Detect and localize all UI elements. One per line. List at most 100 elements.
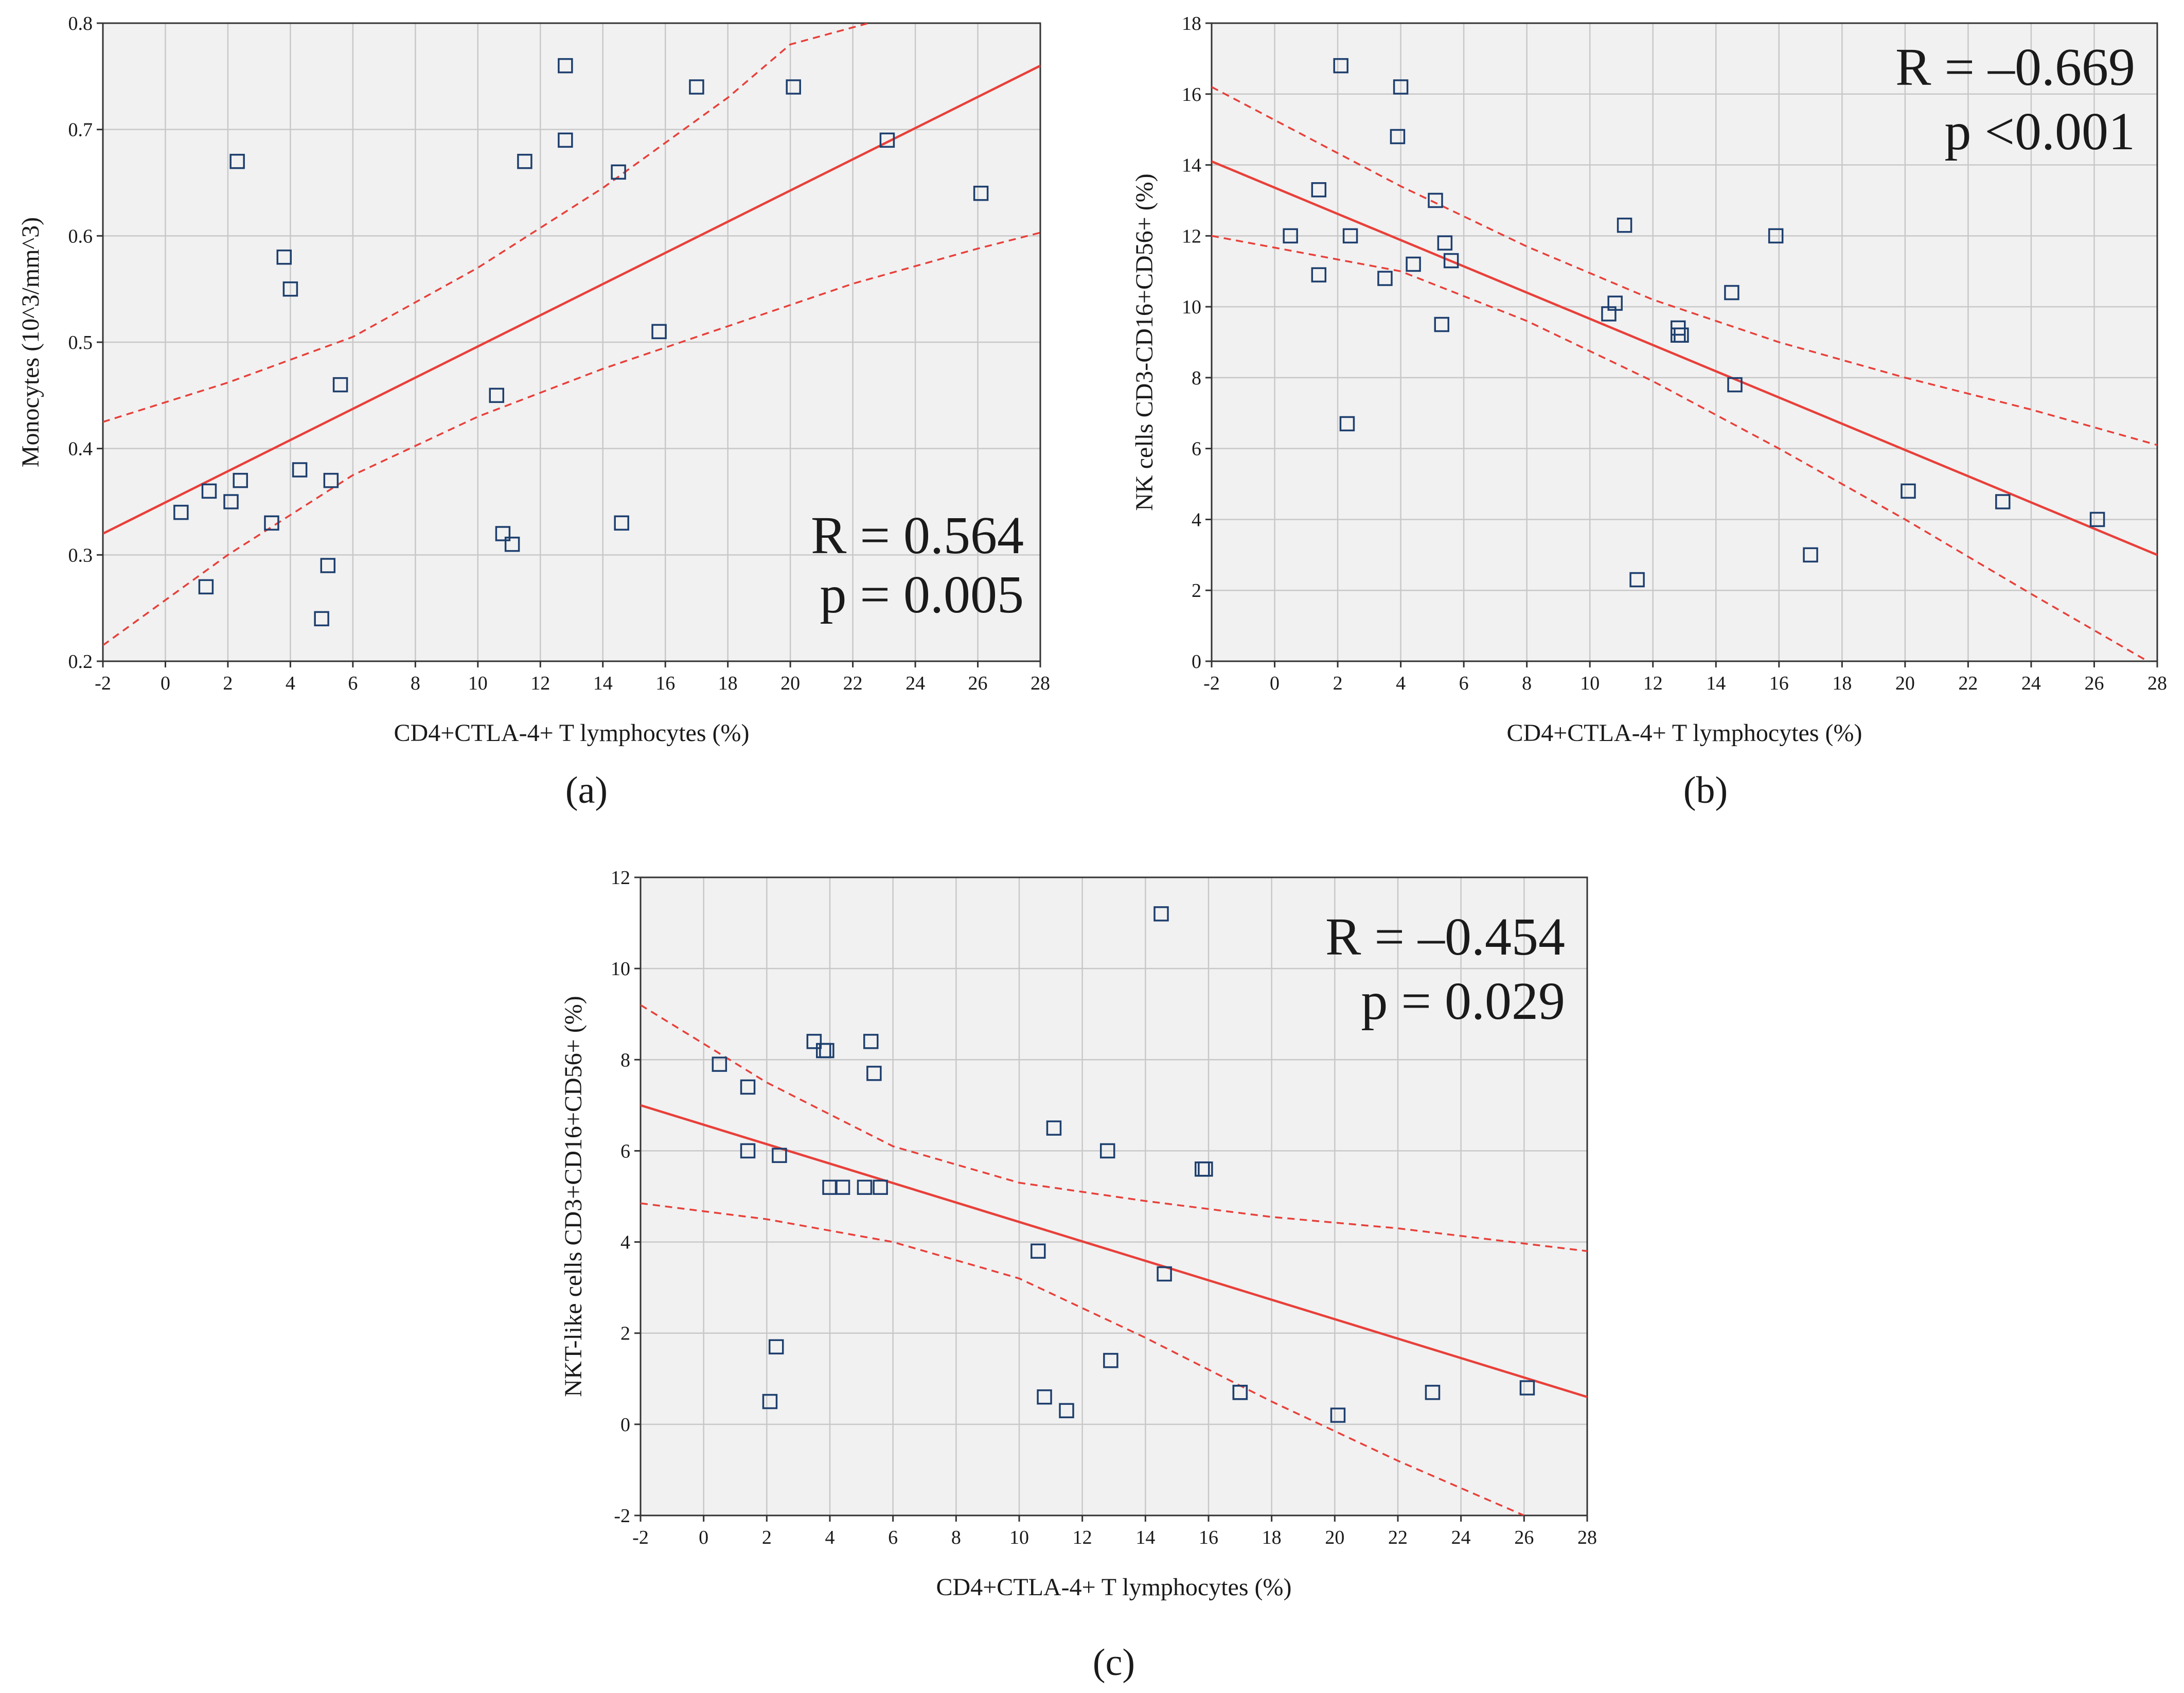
x-tick-label: 2 (223, 673, 233, 694)
ci-lower-line (103, 232, 1040, 646)
y-tick-label: 0.5 (68, 332, 93, 354)
x-tick-label: 26 (1514, 1527, 1534, 1548)
ci-upper-line (103, 23, 869, 423)
data-point (264, 515, 279, 531)
y-tick-label: 10 (1182, 296, 1201, 318)
x-tick-label: 8 (1522, 673, 1532, 694)
stat-p: p = 0.029 (1361, 972, 1565, 1031)
panel-caption: (a) (565, 769, 608, 812)
data-point (806, 1034, 822, 1049)
x-tick-label: 18 (1832, 673, 1852, 694)
x-tick-label: 22 (1388, 1527, 1408, 1548)
data-point (558, 132, 573, 148)
x-tick-label: 16 (1769, 673, 1789, 694)
data-point (1046, 1120, 1062, 1136)
data-point (1629, 572, 1645, 588)
x-tick-label: 20 (1325, 1527, 1344, 1548)
data-point (1031, 1243, 1046, 1259)
x-axis-label: CD4+CTLA-4+ T lymphocytes (%) (1507, 719, 1862, 747)
x-tick-label: 6 (1459, 673, 1469, 694)
data-point (740, 1079, 756, 1095)
y-tick-label: 6 (620, 1140, 630, 1162)
y-tick-label: 12 (611, 867, 630, 889)
x-tick-label: 26 (968, 673, 988, 694)
data-point (819, 1043, 834, 1059)
ci-lower-line (1212, 235, 2149, 661)
ci-upper-line (1212, 86, 2157, 446)
x-tick-label: 10 (1580, 673, 1600, 694)
data-point (1339, 416, 1355, 432)
stat-p: p = 0.005 (820, 565, 1024, 624)
data-point (2089, 512, 2105, 527)
data-point (762, 1394, 778, 1409)
x-tick-label: 24 (1451, 1527, 1471, 1548)
regression-line (103, 64, 1040, 535)
data-point (873, 1179, 888, 1195)
y-tick-label: 8 (1192, 367, 1201, 389)
plot-frame (640, 876, 1588, 1516)
data-point (879, 132, 895, 148)
y-tick-label: 10 (611, 958, 630, 980)
curves (641, 1004, 1587, 1515)
data-point (1232, 1385, 1248, 1400)
plot-area (641, 877, 1587, 1515)
x-tick-label: 4 (825, 1527, 835, 1548)
chart-a: -2 0 2 4 6 8 10 12 14 16 18 20 22 24 26 280.20.30.40.50… (17, 13, 1050, 812)
curves (1212, 86, 2157, 661)
y-tick-label: 2 (1192, 580, 1201, 602)
x-tick-label: 22 (843, 673, 863, 694)
data-point (1727, 377, 1743, 393)
data-point (712, 1056, 727, 1072)
stat-r: R = –0.454 (1325, 907, 1565, 966)
x-tick-label: 8 (951, 1527, 961, 1548)
data-point (314, 611, 329, 627)
y-tick-label: 0.2 (68, 651, 93, 673)
x-tick-label: 22 (1958, 673, 1978, 694)
data-point (740, 1143, 756, 1159)
data-point (1443, 253, 1459, 269)
data-point (786, 79, 801, 95)
panel-caption: (c) (1093, 1642, 1135, 1684)
data-point (772, 1148, 787, 1163)
x-tick-label: 28 (1577, 1527, 1597, 1548)
data-point (1724, 285, 1739, 301)
y-axis-label: NKT-like cells CD3+CD16+CD56+ (%) (560, 996, 587, 1397)
stat-r: R = 0.564 (811, 506, 1024, 565)
panel-caption: (b) (1683, 769, 1728, 812)
data-point (651, 324, 667, 340)
data-point (1311, 182, 1327, 198)
plot-frame (1211, 22, 2158, 662)
data-point (558, 58, 573, 74)
y-axis-label: Monocytes (10^3/mm^3) (17, 217, 44, 467)
data-point (517, 153, 532, 169)
data-point (1434, 316, 1449, 332)
x-tick-label: 12 (1073, 1527, 1092, 1548)
data-point (1333, 58, 1348, 74)
data-point (504, 536, 520, 552)
data-point (198, 579, 214, 595)
x-tick-label: 4 (1396, 673, 1406, 694)
data-point (1311, 267, 1327, 283)
regression-line (1212, 160, 2157, 556)
data-point (1428, 192, 1443, 208)
x-tick-label: 16 (1199, 1527, 1218, 1548)
data-point (863, 1034, 879, 1049)
x-tick-label: 0 (699, 1527, 708, 1548)
y-tick-label: 0 (1192, 651, 1201, 673)
data-point (1995, 494, 2011, 509)
curves (103, 23, 1040, 646)
y-tick-label: 14 (1182, 155, 1201, 177)
data-point (1059, 1403, 1074, 1419)
data-point (973, 185, 989, 201)
x-tick-label: 10 (1009, 1527, 1029, 1548)
x-axis-label: CD4+CTLA-4+ T lymphocytes (%) (936, 1574, 1292, 1601)
y-tick-label: 4 (1192, 509, 1201, 531)
x-tick-label: 10 (468, 673, 488, 694)
x-tick-label: 20 (780, 673, 800, 694)
data-point (1803, 547, 1818, 563)
x-tick-label: 6 (888, 1527, 898, 1548)
chart-c: -2 0 2 4 6 8 10 12 14 16 18 20 22 24 26 28-2024681012CD… (560, 867, 1597, 1684)
data-point (1406, 256, 1421, 272)
data-point (1393, 79, 1409, 95)
x-tick-label: 24 (905, 673, 925, 694)
